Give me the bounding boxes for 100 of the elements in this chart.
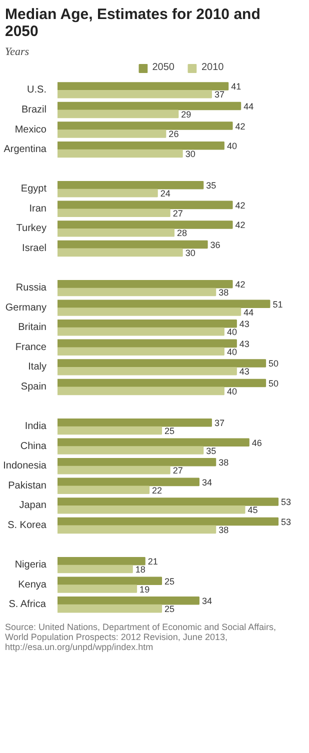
bar (58, 90, 212, 99)
bar (58, 367, 237, 376)
bar (58, 518, 279, 526)
data-label: 41 (231, 82, 242, 92)
y-tick-label: Italy (28, 362, 47, 373)
bar (58, 340, 237, 348)
source-note: Source: United Nations, Department of Economic and Social Affairs, World Population Prospects: 2012 Revision, June 2013, http://esa.un.org/unpd/wpp/index.htm (5, 622, 277, 652)
bar (58, 584, 138, 594)
data-label: 43 (239, 339, 250, 350)
bar (58, 150, 183, 158)
bar (58, 280, 233, 289)
y-tick-label: Pakistan (8, 480, 47, 492)
bar (58, 458, 216, 467)
bar (58, 228, 175, 238)
data-label: 53 (281, 517, 292, 528)
bar (58, 526, 216, 534)
y-tick-label: S. Africa (8, 599, 46, 610)
bar (58, 130, 166, 138)
chart-subtitle: Years (5, 46, 30, 58)
data-label: 36 (210, 240, 220, 250)
y-tick-label: India (24, 421, 47, 432)
bar (58, 142, 224, 150)
data-label: 34 (202, 478, 212, 488)
data-label: 50 (268, 378, 279, 389)
data-label: 37 (214, 90, 224, 100)
data-label: 40 (226, 347, 237, 358)
data-label: 43 (239, 319, 250, 330)
data-label: 30 (185, 149, 196, 160)
bar (58, 308, 242, 316)
y-tick-label: Israel (22, 243, 46, 254)
bar (58, 347, 224, 356)
y-tick-label: Spain (20, 382, 46, 393)
bar (58, 248, 183, 257)
data-label: 51 (272, 300, 283, 310)
data-label: 42 (235, 280, 246, 290)
data-label: 44 (244, 102, 254, 112)
data-label: 30 (185, 248, 196, 258)
data-label: 25 (164, 426, 175, 436)
data-label: 26 (168, 129, 179, 140)
bar (58, 102, 242, 110)
bar (58, 557, 146, 566)
y-tick-label: Japan (19, 500, 47, 512)
bar (58, 478, 200, 486)
data-label: 44 (244, 308, 254, 318)
data-label: 40 (226, 141, 237, 152)
bar (58, 466, 170, 474)
bar (58, 565, 133, 574)
data-label: 34 (202, 596, 212, 606)
data-label: 24 (160, 188, 170, 199)
data-label: 46 (252, 438, 262, 448)
y-tick-label: Mexico (14, 124, 47, 136)
y-tick-label: France (15, 342, 47, 354)
bar (58, 426, 162, 435)
bar (58, 122, 233, 130)
bar (58, 359, 266, 368)
bar (58, 604, 162, 613)
data-label: 38 (218, 288, 229, 298)
data-label: 50 (268, 359, 279, 370)
bar (58, 110, 179, 118)
y-tick-label: Brazil (21, 104, 47, 116)
bar (58, 201, 233, 210)
bar (58, 181, 204, 190)
bar (58, 189, 158, 198)
data-label: 53 (281, 498, 292, 508)
legend-label: 2050 (152, 62, 174, 74)
y-tick-label: Indonesia (3, 460, 47, 472)
data-label: 25 (164, 576, 175, 587)
bar (58, 220, 233, 230)
y-tick-label: Nigeria (14, 560, 47, 571)
data-label: 38 (218, 458, 229, 468)
data-label: 40 (226, 327, 237, 338)
bar (58, 596, 200, 606)
y-tick-label: Russia (16, 282, 47, 294)
bar (58, 240, 208, 249)
bar (58, 300, 270, 308)
data-label: 42 (235, 220, 246, 231)
bar (58, 446, 204, 455)
bar (58, 328, 224, 336)
y-tick-label: China (20, 441, 47, 452)
legend-label: 2010 (202, 62, 224, 74)
bar (58, 208, 170, 218)
y-tick-label: U.S. (27, 84, 47, 96)
bar (58, 418, 212, 428)
y-tick-label: Turkey (16, 223, 47, 234)
data-label: 45 (248, 505, 258, 516)
data-label: 35 (206, 180, 216, 191)
y-tick-label: Britain (18, 322, 47, 334)
data-label: 42 (235, 200, 246, 211)
data-label: 19 (140, 584, 150, 595)
data-label: 28 (177, 228, 188, 238)
bar (58, 577, 162, 586)
bar (58, 320, 237, 328)
data-label: 27 (172, 208, 183, 219)
y-tick-label: Germany (5, 302, 46, 314)
bar (58, 379, 266, 388)
bar (58, 506, 246, 514)
bar (58, 486, 150, 494)
data-label: 40 (226, 386, 237, 397)
y-tick-label: Argentina (4, 144, 47, 156)
data-label: 18 (135, 564, 146, 575)
